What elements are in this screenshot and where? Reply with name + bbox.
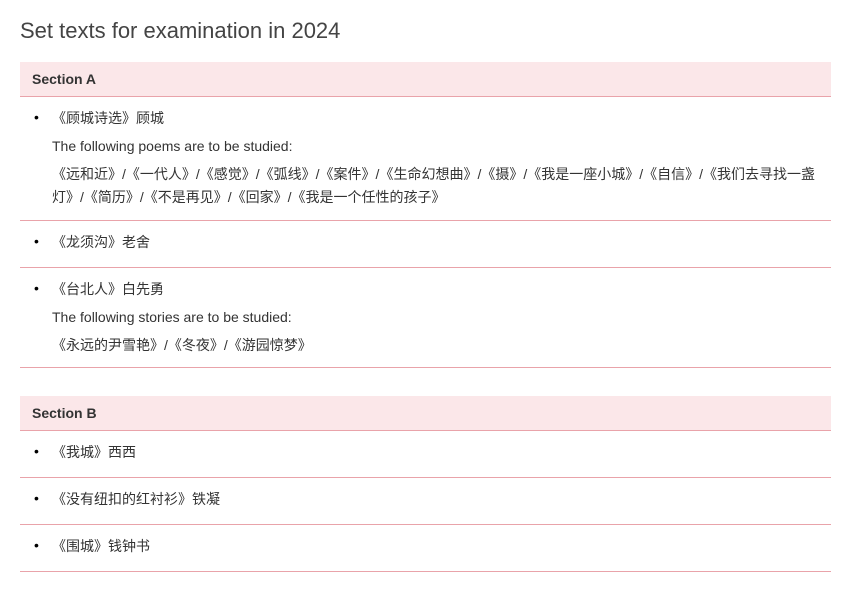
item-title: 《龙须沟》老舍: [52, 231, 819, 255]
item-works: 《永远的尹雪艳》/《冬夜》/《游园惊梦》: [52, 334, 819, 358]
section-a-header: Section A: [20, 62, 831, 97]
item-title: 《我城》西西: [52, 441, 819, 465]
item-title: 《围城》钱钟书: [52, 535, 819, 559]
list-item: 《没有纽扣的红衬衫》铁凝: [20, 478, 831, 525]
list-item: 《台北人》白先勇 The following stories are to be…: [20, 268, 831, 368]
list-item: 《顾城诗选》顾城 The following poems are to be s…: [20, 97, 831, 221]
page-title: Set texts for examination in 2024: [20, 18, 831, 44]
item-title: 《顾城诗选》顾城: [52, 107, 819, 131]
section-b-header: Section B: [20, 396, 831, 431]
item-title: 《台北人》白先勇: [52, 278, 819, 302]
section-gap: [20, 368, 831, 396]
item-works: 《远和近》/《一代人》/《感觉》/《弧线》/《案件》/《生命幻想曲》/《摄》/《…: [52, 163, 819, 211]
item-title: 《没有纽扣的红衬衫》铁凝: [52, 488, 819, 512]
list-item: 《龙须沟》老舍: [20, 221, 831, 268]
list-item: 《我城》西西: [20, 431, 831, 478]
list-item: 《围城》钱钟书: [20, 525, 831, 572]
section-b-list: 《我城》西西 《没有纽扣的红衬衫》铁凝 《围城》钱钟书: [20, 431, 831, 571]
section-a-list: 《顾城诗选》顾城 The following poems are to be s…: [20, 97, 831, 368]
item-note: The following stories are to be studied:: [52, 306, 819, 330]
item-note: The following poems are to be studied:: [52, 135, 819, 159]
